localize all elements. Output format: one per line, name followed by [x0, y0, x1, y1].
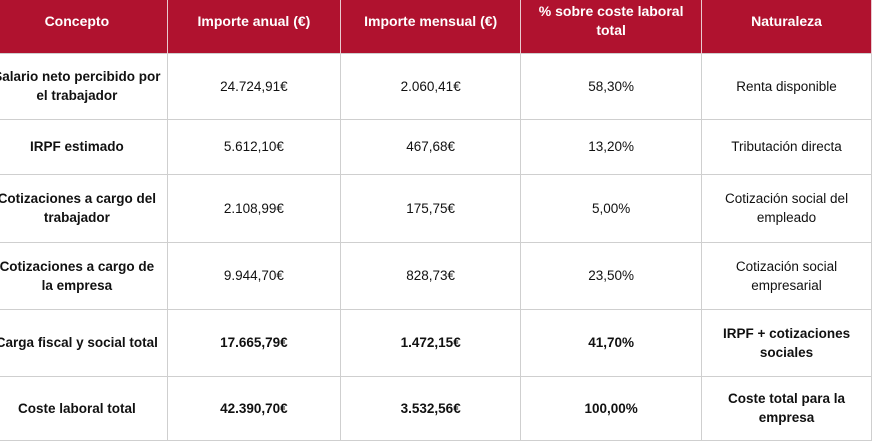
row-coste-laboral: Coste laboral total 42.390,70€ 3.532,56€ 10…	[0, 375, 872, 441]
header-porcentaje: % sobre coste laboral total	[520, 0, 703, 53]
table-cell: Salario neto percibido por el trabajador	[0, 52, 168, 120]
table-cell: 3.532,56€	[340, 375, 522, 441]
table-cell: Renta disponible	[701, 52, 872, 120]
table-cell: 58,30%	[520, 52, 703, 120]
table-cell: Coste laboral total	[0, 375, 168, 441]
table-cell: IRPF estimado	[0, 118, 168, 175]
header-importe-mensual: Importe mensual (€)	[340, 0, 522, 53]
row-salario-neto: Salario neto percibido por el trabajador…	[0, 52, 872, 120]
table-cell: 2.060,41€	[340, 52, 522, 120]
table-cell: 5,00%	[520, 173, 703, 243]
row-cotizaciones-trabajador: Cotizaciones a cargo del trabajador 2.108…	[0, 173, 872, 243]
table-cell: 5.612,10€	[166, 118, 342, 175]
table-cell: 467,68€	[340, 118, 522, 175]
table-cell: 17.665,79€	[166, 308, 342, 377]
table-cell: 9.944,70€	[166, 241, 342, 310]
table-cell: Cotizaciones a cargo de la empresa	[0, 241, 168, 310]
table-cell: 24.724,91€	[166, 52, 342, 120]
header-importe-anual: Importe anual (€)	[166, 0, 342, 53]
table-cell: Tributación directa	[701, 118, 872, 175]
table-cell: 41,70%	[520, 308, 703, 377]
row-cotizaciones-empresa: Cotizaciones a cargo de la empresa 9.944,…	[0, 241, 872, 310]
table-cell: 175,75€	[340, 173, 522, 243]
table-cell: Cotizaciones a cargo del trabajador	[0, 173, 168, 243]
table-cell: 100,00%	[520, 375, 703, 441]
table-cell: 1.472,15€	[340, 308, 522, 377]
table-cell: 23,50%	[520, 241, 703, 310]
table-cell: Cotización social del empleado	[701, 173, 872, 243]
table-cell: Cotización social empresarial	[701, 241, 872, 310]
header-naturaleza: Naturaleza	[701, 0, 872, 53]
table-cell: Coste total para la empresa	[701, 375, 872, 441]
table-cell: 13,20%	[520, 118, 703, 175]
row-irpf: IRPF estimado 5.612,10€ 467,68€ 13,20% Tribu…	[0, 118, 872, 175]
table-cell: Carga fiscal y social total	[0, 308, 168, 377]
table-cell: 42.390,70€	[166, 375, 342, 441]
header-concepto: Concepto	[0, 0, 168, 53]
row-carga-total: Carga fiscal y social total 17.665,79€ 1.4…	[0, 308, 872, 377]
table-cell: 828,73€	[340, 241, 522, 310]
table-header-row: Concepto Importe anual (€) Importe mensu…	[0, 0, 872, 53]
table-cell: 2.108,99€	[166, 173, 342, 243]
table-cell: IRPF + cotizaciones sociales	[701, 308, 872, 377]
